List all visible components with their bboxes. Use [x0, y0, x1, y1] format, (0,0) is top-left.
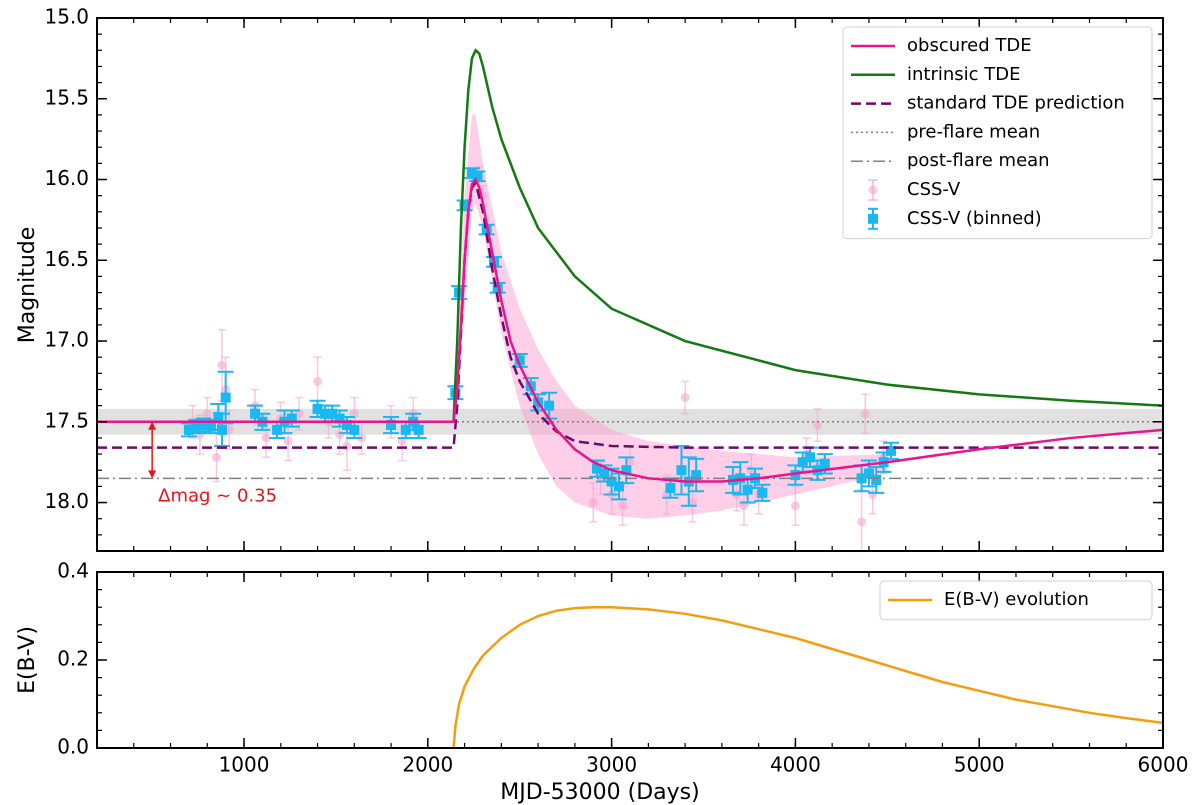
point	[261, 433, 271, 443]
x-axis-label: MJD-53000 (Days)	[500, 780, 699, 805]
point	[599, 468, 610, 479]
y-tick-label: 0.0	[57, 735, 89, 759]
point	[283, 436, 293, 446]
point	[342, 441, 352, 451]
point	[665, 483, 676, 494]
point	[466, 168, 477, 179]
y-tick-label: 17.0	[44, 328, 89, 352]
point	[885, 445, 896, 456]
legend-marker	[868, 213, 878, 224]
point	[386, 420, 397, 431]
x-tick-label: 2000	[402, 753, 453, 777]
plot-area	[97, 48, 1163, 551]
y-tick-label: 16.5	[44, 247, 89, 271]
arrow-head	[148, 421, 157, 430]
point	[205, 421, 216, 432]
point	[198, 420, 209, 431]
point	[349, 424, 360, 435]
point	[459, 200, 470, 211]
point	[211, 452, 221, 462]
point	[691, 470, 702, 481]
point	[272, 424, 283, 435]
y-tick-label: 15.0	[44, 5, 89, 29]
uncertainty-band	[457, 114, 888, 519]
y-axis-label: E(B-V)	[15, 626, 40, 694]
point	[790, 470, 801, 481]
x-tick-label: 1000	[219, 753, 270, 777]
point	[812, 420, 822, 430]
point	[860, 409, 870, 419]
x-tick-label: 5000	[954, 753, 1005, 777]
y-tick-label: 17.5	[44, 408, 89, 432]
point	[286, 413, 297, 424]
point	[606, 476, 617, 487]
point	[625, 457, 635, 467]
plot-area	[452, 605, 1163, 748]
point	[819, 458, 830, 469]
y-axis-label: Magnitude	[15, 227, 40, 344]
point	[335, 430, 345, 440]
point	[216, 424, 227, 435]
point	[757, 487, 768, 498]
legend-label: CSS-V (binned)	[907, 208, 1042, 229]
line	[97, 177, 1163, 483]
legend-label: post-flare mean	[907, 150, 1050, 171]
point	[334, 413, 345, 424]
y-tick-label: 0.4	[57, 559, 89, 583]
legend-label: standard TDE prediction	[907, 93, 1125, 114]
x-tick-label: 3000	[586, 753, 637, 777]
point	[857, 517, 867, 527]
legend-box	[842, 26, 1153, 240]
axes-frame	[96, 17, 1164, 552]
point	[224, 425, 234, 435]
point	[514, 355, 525, 366]
y-tick-label: 16.0	[44, 166, 89, 190]
x-tick-label: 6000	[1138, 753, 1189, 777]
legend-box	[879, 580, 1153, 621]
point	[472, 171, 483, 182]
point	[680, 393, 690, 403]
point	[613, 481, 624, 492]
point	[202, 409, 212, 419]
point	[588, 498, 598, 508]
point	[319, 408, 330, 419]
point	[312, 403, 323, 414]
point	[413, 424, 424, 435]
y-tick-label: 18.0	[44, 489, 89, 513]
x-tick-label: 4000	[770, 753, 821, 777]
legend-label: E(B-V) evolution	[944, 589, 1089, 610]
y-tick-label: 0.2	[57, 647, 89, 671]
arrow-head	[148, 470, 157, 479]
point	[341, 420, 352, 431]
legend-marker	[868, 185, 878, 195]
point	[805, 452, 816, 463]
point	[797, 457, 808, 468]
point	[591, 463, 602, 474]
legend-label: intrinsic TDE	[907, 64, 1021, 85]
point	[220, 392, 231, 403]
legend-label: obscured TDE	[907, 35, 1032, 56]
point	[618, 501, 628, 511]
point	[676, 465, 687, 476]
point	[313, 376, 323, 386]
legend-label: CSS-V	[907, 179, 961, 200]
point	[863, 468, 874, 479]
line	[97, 48, 1163, 424]
point	[790, 501, 800, 511]
annotation-text: Δmag ~ 0.35	[158, 485, 277, 506]
point	[871, 474, 882, 485]
point	[544, 400, 555, 411]
point	[217, 360, 227, 370]
point	[621, 465, 632, 476]
point	[213, 411, 224, 422]
line	[452, 605, 1163, 748]
y-tick-label: 15.5	[44, 85, 89, 109]
point	[742, 484, 753, 495]
legend-label: pre-flare mean	[907, 121, 1040, 142]
point	[183, 424, 194, 435]
point	[191, 421, 202, 432]
point	[327, 408, 338, 419]
